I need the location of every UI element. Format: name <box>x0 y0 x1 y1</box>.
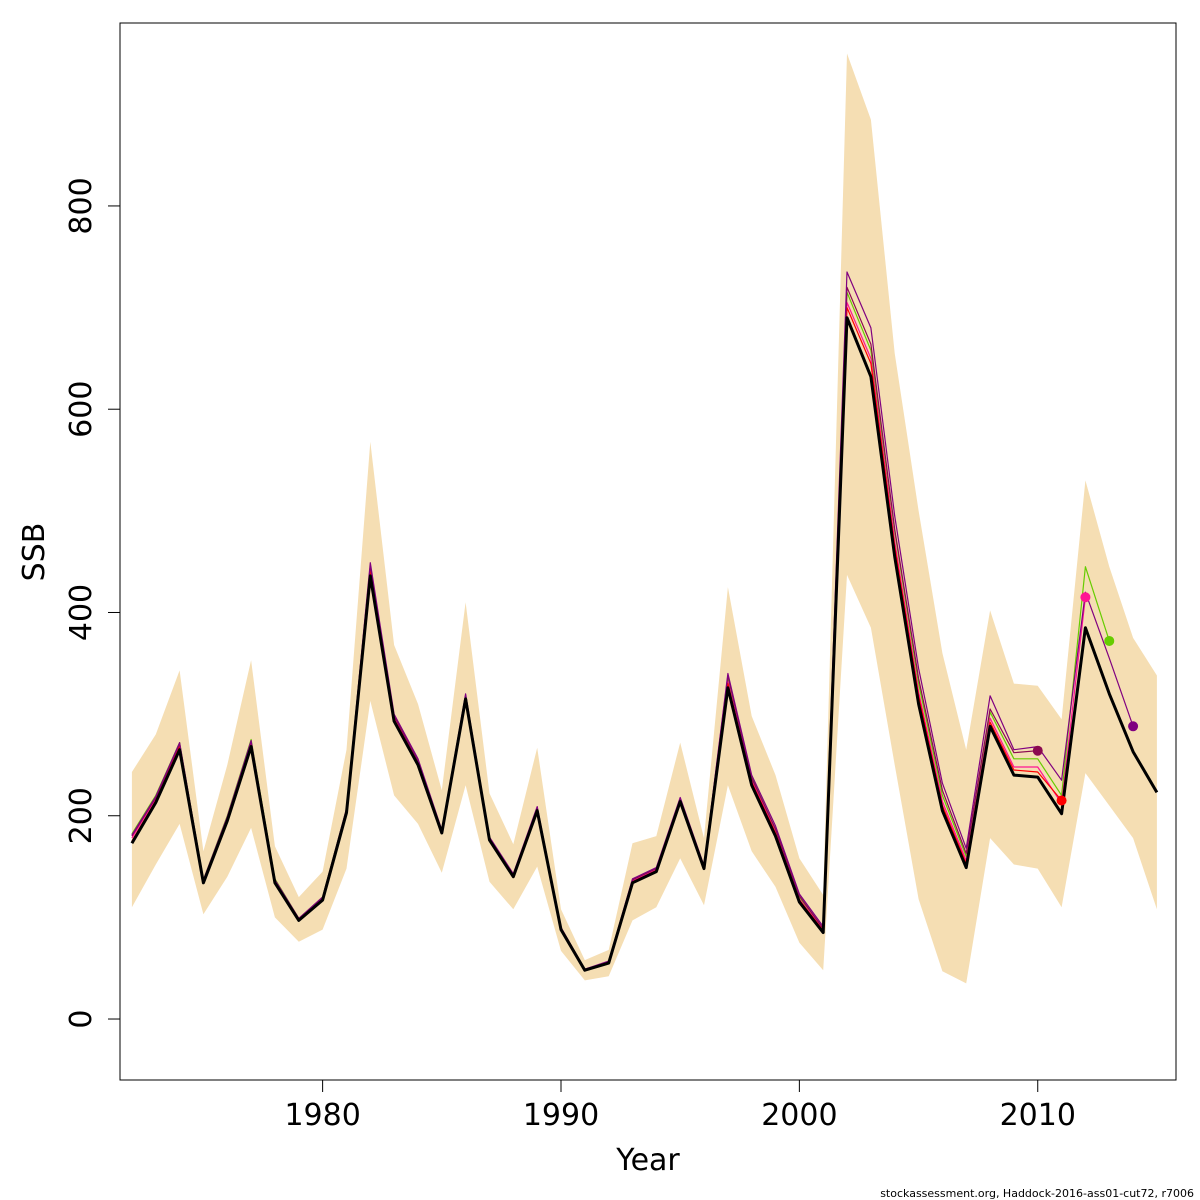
x-tick-label: 1980 <box>284 1098 360 1133</box>
endpoint-markers <box>1032 592 1139 806</box>
endpoint-marker <box>1080 592 1091 603</box>
endpoint-marker <box>1128 721 1139 732</box>
x-axis: 1980 1990 2000 2010 <box>284 1079 1076 1133</box>
y-tick-label: 200 <box>64 787 99 844</box>
confidence-band <box>131 53 1157 984</box>
y-tick-label: 600 <box>64 381 99 438</box>
series-line-0 <box>130 316 1159 972</box>
y-tick-label: 800 <box>64 177 99 234</box>
endpoint-marker <box>1032 745 1043 756</box>
x-axis-title: Year <box>615 1143 680 1178</box>
y-tick-label: 400 <box>64 584 99 641</box>
y-axis-title: SSB <box>17 523 52 582</box>
plot-frame <box>119 22 1177 1081</box>
x-tick-label: 2000 <box>761 1098 837 1133</box>
footer-note: stockassessment.org, Haddock-2016-ass01-… <box>880 1187 1194 1200</box>
endpoint-marker <box>1056 795 1067 806</box>
y-axis: 0 200 400 600 800 <box>64 177 121 1029</box>
band-area <box>131 53 1157 984</box>
x-tick-label: 2010 <box>1000 1098 1076 1133</box>
endpoint-marker <box>1104 635 1115 646</box>
series-lines <box>130 271 1159 972</box>
x-tick-label: 1990 <box>523 1098 599 1133</box>
y-tick-label: 0 <box>64 1009 99 1028</box>
